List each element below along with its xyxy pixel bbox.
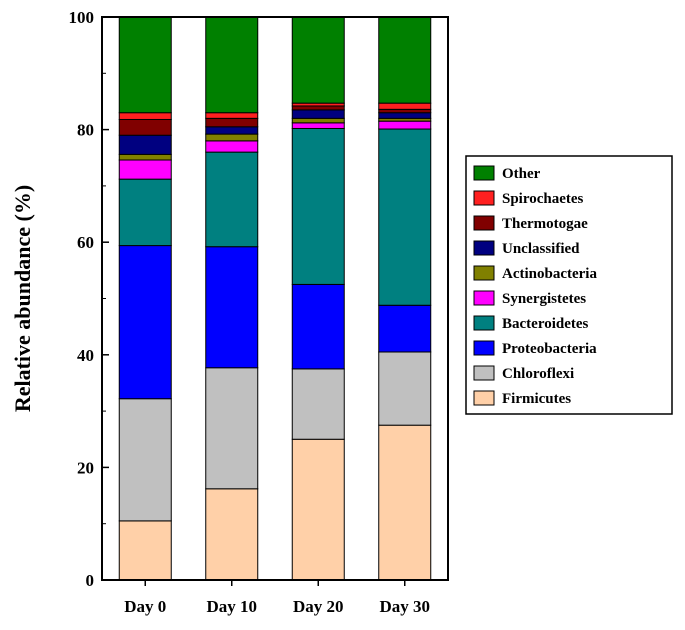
bars-group [118,16,432,581]
bar-segment-actinobacteria-day-0 [118,153,172,161]
y-tick-label: 40 [77,346,94,365]
bar-segment-unclassified-day-30 [378,112,432,119]
x-tick-label: Day 10 [206,597,257,616]
bar-segment-spirochaetes-day-0 [118,112,172,120]
bar-segment-synergistetes-day-0 [118,159,172,180]
bar-segment-thermotogae-day-10 [205,117,259,128]
legend-swatch-synergistetes [473,290,495,306]
bar-segment-synergistetes-day-10 [205,140,259,153]
bar-segment-firmicutes-day-20 [291,438,345,581]
legend-label-synergistetes: Synergistetes [502,291,586,307]
bar-segment-synergistetes-day-20 [291,122,345,129]
legend-swatch-proteobacteria [473,340,495,356]
bar-segment-chloroflexi-day-20 [291,368,345,440]
bar-segment-thermotogae-day-0 [118,118,172,136]
bar-segment-spirochaetes-day-30 [378,102,432,110]
bar-segment-other-day-10 [205,16,259,114]
bar-segment-proteobacteria-day-0 [118,245,172,400]
x-tick-label: Day 20 [293,597,344,616]
legend-label-actinobacteria: Actinobacteria [502,266,597,282]
bar-segment-proteobacteria-day-10 [205,246,259,369]
legend-swatch-firmicutes [473,390,495,406]
bar-segment-other-day-20 [291,16,345,104]
legend-swatch-actinobacteria [473,265,495,281]
bar-segment-bacteroidetes-day-0 [118,178,172,247]
legend-frame [465,155,673,415]
y-tick-label: 20 [77,458,94,477]
x-tick-label: Day 0 [124,597,166,616]
y-tick-label: 80 [77,121,94,140]
legend-label-unclassified: Unclassified [502,241,580,257]
x-axis-ticks: Day 0 Day 10 Day 20 Day 30 [124,580,430,616]
legend-swatch-chloroflexi [473,365,495,381]
bar-segment-chloroflexi-day-30 [378,351,432,426]
bar-segment-bacteroidetes-day-20 [291,127,345,285]
bar-segment-proteobacteria-day-20 [291,283,345,370]
bar-segment-proteobacteria-day-30 [378,304,432,353]
bar-segment-chloroflexi-day-10 [205,367,259,490]
bar-segment-firmicutes-day-30 [378,424,432,581]
bar-segment-firmicutes-day-0 [118,520,172,581]
legend-swatch-bacteroidetes [473,315,495,331]
bar-segment-unclassified-day-10 [205,126,259,135]
y-tick-label: 100 [69,8,95,27]
legend-swatch-other [473,165,495,181]
legend-swatch-unclassified [473,240,495,256]
y-tick-label: 0 [86,571,95,590]
bar-segment-thermotogae-day-30 [378,108,432,114]
bar-segment-actinobacteria-day-20 [291,117,345,124]
legend-label-thermotogae: Thermotogae [502,216,588,232]
bar-segment-unclassified-day-20 [291,109,345,119]
bar-segment-unclassified-day-0 [118,134,172,155]
legend-swatch-thermotogae [473,215,495,231]
bar-segment-other-day-30 [378,16,432,104]
legend-label-spirochaetes: Spirochaetes [502,191,584,207]
y-tick-label: 60 [77,233,94,252]
bar-segment-thermotogae-day-20 [291,105,345,111]
bar-segment-spirochaetes-day-10 [205,112,259,119]
bar-segment-bacteroidetes-day-10 [205,151,259,248]
legend-label-bacteroidetes: Bacteroidetes [502,316,589,332]
y-axis-label: Relative abundance (%) [10,185,35,412]
bar-segment-firmicutes-day-10 [205,488,259,581]
legend-swatch-spirochaetes [473,190,495,206]
bar-segment-synergistetes-day-30 [378,120,432,130]
legend-label-chloroflexi: Chloroflexi [502,366,574,382]
bar-segment-other-day-0 [118,16,172,114]
legend: Other Spirochaetes Thermotogae Unclassified… [465,155,673,415]
legend-label-firmicutes: Firmicutes [502,391,571,407]
x-tick-label: Day 30 [379,597,430,616]
legend-label-other: Other [502,166,541,182]
bar-segment-bacteroidetes-day-30 [378,128,432,306]
legend-label-proteobacteria: Proteobacteria [502,341,597,357]
y-axis-ticks: 0 20 40 60 80 100 [69,8,109,590]
bar-segment-chloroflexi-day-0 [118,398,172,522]
bar-segment-actinobacteria-day-10 [205,133,259,142]
